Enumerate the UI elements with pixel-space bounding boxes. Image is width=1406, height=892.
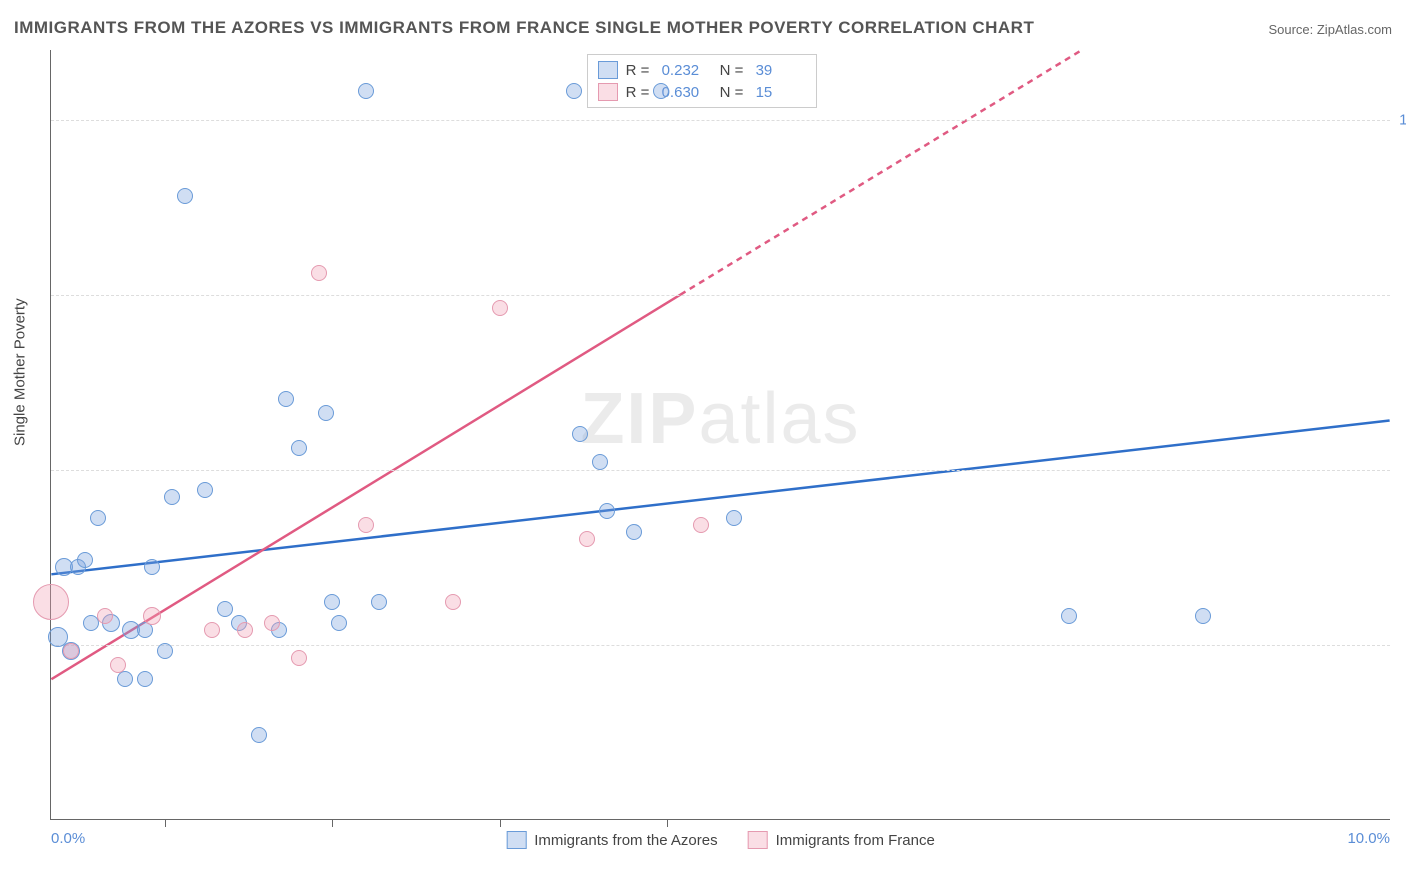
data-point <box>579 531 595 547</box>
data-point <box>358 517 374 533</box>
data-point <box>358 83 374 99</box>
data-point <box>97 608 113 624</box>
data-point <box>291 650 307 666</box>
gridline-horizontal <box>51 645 1390 646</box>
x-tick <box>165 819 166 827</box>
series-legend: Immigrants from the Azores Immigrants fr… <box>506 831 935 849</box>
data-point <box>144 559 160 575</box>
x-tick <box>667 819 668 827</box>
data-point <box>90 510 106 526</box>
data-point <box>626 524 642 540</box>
x-tick <box>500 819 501 827</box>
data-point <box>1061 608 1077 624</box>
r-value-1: 0.232 <box>662 62 712 79</box>
x-tick <box>332 819 333 827</box>
x-axis-min-label: 0.0% <box>51 830 85 847</box>
x-axis-max-label: 10.0% <box>1347 830 1390 847</box>
data-point <box>33 584 69 620</box>
data-point <box>264 615 280 631</box>
data-point <box>693 517 709 533</box>
series-2-name: Immigrants from France <box>776 832 935 849</box>
y-tick-label: 100.0% <box>1399 112 1406 129</box>
swatch-series-1 <box>598 61 618 79</box>
n-value-1: 39 <box>756 62 806 79</box>
data-point <box>318 405 334 421</box>
y-axis-title: Single Mother Poverty <box>12 298 29 446</box>
legend-item-1: Immigrants from the Azores <box>506 831 717 849</box>
n-label: N = <box>720 84 748 101</box>
data-point <box>726 510 742 526</box>
chart-title: IMMIGRANTS FROM THE AZORES VS IMMIGRANTS… <box>14 18 1034 38</box>
data-point <box>572 426 588 442</box>
data-point <box>137 671 153 687</box>
data-point <box>371 594 387 610</box>
gridline-horizontal <box>51 295 1390 296</box>
data-point <box>592 454 608 470</box>
r-value-2: 0.630 <box>662 84 712 101</box>
data-point <box>143 607 161 625</box>
series-1-name: Immigrants from the Azores <box>534 832 717 849</box>
data-point <box>291 440 307 456</box>
data-point <box>177 188 193 204</box>
swatch-series-1 <box>506 831 526 849</box>
data-point <box>1195 608 1211 624</box>
r-label: R = <box>626 62 654 79</box>
n-value-2: 15 <box>756 84 806 101</box>
n-label: N = <box>720 62 748 79</box>
swatch-series-2 <box>598 83 618 101</box>
data-point <box>278 391 294 407</box>
data-point <box>492 300 508 316</box>
watermark: ZIPatlas <box>580 378 860 460</box>
trend-lines-layer <box>51 50 1390 819</box>
data-point <box>331 615 347 631</box>
data-point <box>324 594 340 610</box>
gridline-horizontal <box>51 470 1390 471</box>
data-point <box>77 552 93 568</box>
data-point <box>445 594 461 610</box>
correlation-legend: R = 0.232 N = 39 R = 0.630 N = 15 <box>587 54 817 108</box>
data-point <box>157 643 173 659</box>
gridline-horizontal <box>51 120 1390 121</box>
data-point <box>217 601 233 617</box>
plot-area: ZIPatlas R = 0.232 N = 39 R = 0.630 N = … <box>50 50 1390 820</box>
legend-row-series-1: R = 0.232 N = 39 <box>598 59 806 81</box>
data-point <box>164 489 180 505</box>
data-point <box>197 482 213 498</box>
data-point <box>117 671 133 687</box>
legend-item-2: Immigrants from France <box>748 831 935 849</box>
data-point <box>653 83 669 99</box>
data-point <box>599 503 615 519</box>
data-point <box>251 727 267 743</box>
data-point <box>566 83 582 99</box>
r-label: R = <box>626 84 654 101</box>
data-point <box>63 643 79 659</box>
data-point <box>110 657 126 673</box>
data-point <box>204 622 220 638</box>
data-point <box>237 622 253 638</box>
data-point <box>311 265 327 281</box>
swatch-series-2 <box>748 831 768 849</box>
source-attribution: Source: ZipAtlas.com <box>1268 22 1392 37</box>
legend-row-series-2: R = 0.630 N = 15 <box>598 81 806 103</box>
